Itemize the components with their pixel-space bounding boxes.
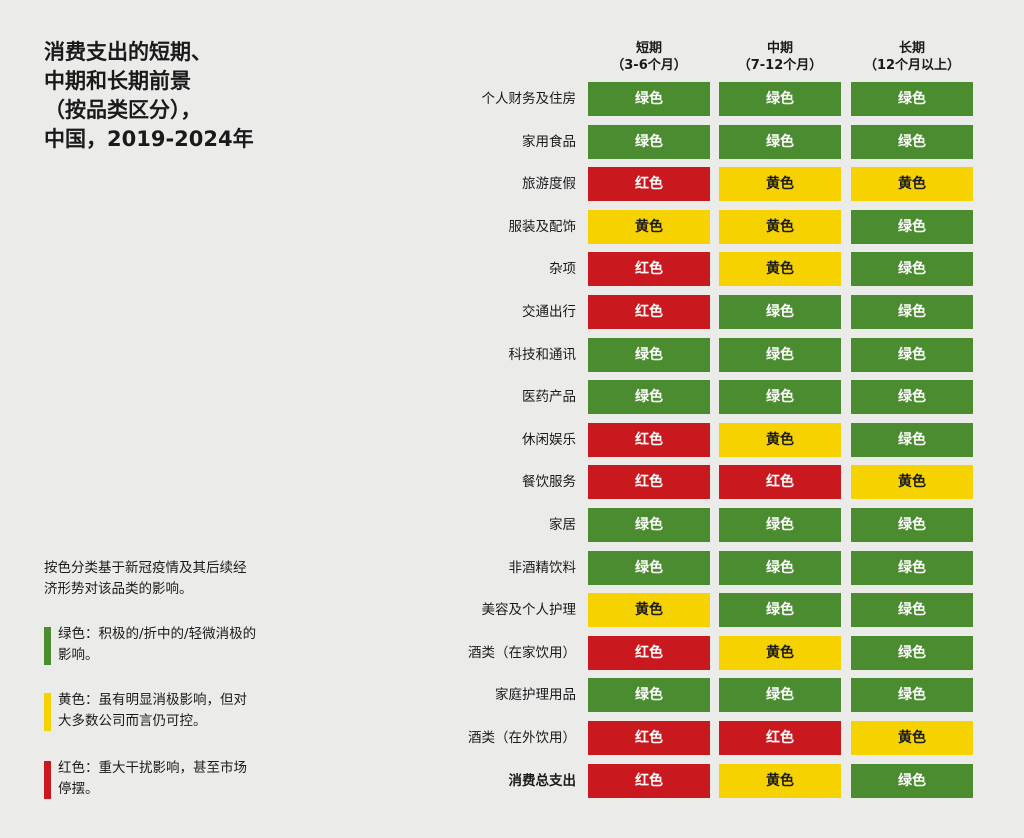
title-line: 消费支出的短期、 bbox=[44, 40, 212, 64]
rating-cell: 绿色 bbox=[588, 338, 710, 372]
rating-cell: 黄色 bbox=[719, 210, 841, 244]
rating-cell: 绿色 bbox=[719, 295, 841, 329]
rating-cell: 绿色 bbox=[719, 593, 841, 627]
rating-cell: 红色 bbox=[588, 636, 710, 670]
rating-cell: 绿色 bbox=[851, 252, 973, 286]
rating-cell: 黄色 bbox=[719, 636, 841, 670]
rating-cell: 绿色 bbox=[851, 764, 973, 798]
column-header-range: （12个月以上） bbox=[863, 58, 961, 73]
rating-cell: 绿色 bbox=[851, 423, 973, 457]
rating-cell: 绿色 bbox=[719, 678, 841, 712]
legend-swatch-yellow bbox=[44, 693, 51, 731]
row-label: 休闲娱乐 bbox=[522, 432, 576, 448]
row-label: 消费总支出 bbox=[508, 773, 577, 789]
rating-cell: 黄色 bbox=[588, 593, 710, 627]
rating-cell: 绿色 bbox=[719, 551, 841, 585]
column-header-name: 中期 bbox=[766, 41, 793, 56]
rating-cell: 绿色 bbox=[851, 338, 973, 372]
row-label: 餐饮服务 bbox=[522, 474, 576, 490]
title-line: 中期和长期前景 bbox=[44, 69, 191, 93]
row-label: 家庭护理用品 bbox=[495, 687, 576, 703]
row-label: 美容及个人护理 bbox=[481, 602, 577, 618]
row-label: 旅游度假 bbox=[522, 176, 576, 192]
rating-cell: 红色 bbox=[588, 295, 710, 329]
rating-cell: 绿色 bbox=[588, 82, 710, 116]
rating-cell: 黄色 bbox=[851, 167, 973, 201]
column-header-range: （3-6个月） bbox=[611, 58, 687, 73]
rating-cell: 红色 bbox=[588, 423, 710, 457]
legend-text-green: 绿色：积极的/折中的/轻微消极的影响。 bbox=[58, 626, 257, 663]
legend-item-green: 绿色：积极的/折中的/轻微消极的影响。 bbox=[44, 624, 259, 666]
rating-cell: 绿色 bbox=[851, 551, 973, 585]
column-header-name: 短期 bbox=[635, 41, 662, 56]
row-label: 交通出行 bbox=[522, 304, 576, 320]
rating-cell: 绿色 bbox=[719, 380, 841, 414]
rating-cell: 绿色 bbox=[588, 125, 710, 159]
rating-cell: 黄色 bbox=[719, 167, 841, 201]
title-line: 中国，2019-2024年 bbox=[44, 127, 254, 151]
rating-cell: 黄色 bbox=[719, 423, 841, 457]
row-label: 科技和通讯 bbox=[508, 347, 577, 363]
column-header-range: （7-12个月） bbox=[737, 58, 823, 73]
rating-cell: 绿色 bbox=[851, 82, 973, 116]
legend-swatch-red bbox=[44, 761, 51, 799]
row-label: 酒类（在家饮用） bbox=[468, 645, 576, 661]
rating-cell: 红色 bbox=[719, 465, 841, 499]
column-header: 短期 （3-6个月） bbox=[588, 40, 710, 74]
rating-cell: 黄色 bbox=[588, 210, 710, 244]
rating-cell: 绿色 bbox=[851, 636, 973, 670]
rating-cell: 绿色 bbox=[719, 338, 841, 372]
legend-text-red: 红色：重大干扰影响，甚至市场停摆。 bbox=[58, 760, 247, 797]
row-label: 非酒精饮料 bbox=[508, 560, 577, 576]
row-label: 家居 bbox=[549, 517, 576, 533]
legend-text-yellow: 黄色：虽有明显消极影响，但对大多数公司而言仍可控。 bbox=[58, 692, 247, 729]
column-header: 长期 （12个月以上） bbox=[851, 40, 973, 74]
legend-item-yellow: 黄色：虽有明显消极影响，但对大多数公司而言仍可控。 bbox=[44, 690, 259, 732]
row-label: 服装及配饰 bbox=[508, 219, 577, 235]
rating-cell: 绿色 bbox=[588, 380, 710, 414]
rating-cell: 绿色 bbox=[851, 593, 973, 627]
rating-cell: 绿色 bbox=[588, 508, 710, 542]
rating-cell: 绿色 bbox=[851, 508, 973, 542]
rating-cell: 绿色 bbox=[719, 508, 841, 542]
column-header: 中期 （7-12个月） bbox=[719, 40, 841, 74]
rating-cell: 黄色 bbox=[719, 252, 841, 286]
row-label: 个人财务及住房 bbox=[481, 91, 577, 107]
rating-cell: 绿色 bbox=[851, 295, 973, 329]
chart-title: 消费支出的短期、 中期和长期前景 （按品类区分）， 中国，2019-2024年 bbox=[44, 38, 274, 154]
rating-cell: 黄色 bbox=[719, 764, 841, 798]
rating-cell: 绿色 bbox=[588, 551, 710, 585]
rating-cell: 绿色 bbox=[588, 678, 710, 712]
row-label: 杂项 bbox=[549, 261, 576, 277]
row-label: 医药产品 bbox=[522, 389, 576, 405]
rating-cell: 绿色 bbox=[851, 125, 973, 159]
rating-cell: 黄色 bbox=[851, 465, 973, 499]
column-header-name: 长期 bbox=[898, 41, 925, 56]
row-label: 酒类（在外饮用） bbox=[468, 730, 576, 746]
rating-cell: 绿色 bbox=[719, 82, 841, 116]
legend-swatch-green bbox=[44, 627, 51, 665]
rating-cell: 黄色 bbox=[851, 721, 973, 755]
rating-cell: 红色 bbox=[588, 764, 710, 798]
rating-cell: 绿色 bbox=[719, 125, 841, 159]
rating-cell: 红色 bbox=[588, 721, 710, 755]
rating-cell: 红色 bbox=[588, 167, 710, 201]
rating-cell: 红色 bbox=[588, 252, 710, 286]
rating-cell: 红色 bbox=[719, 721, 841, 755]
row-label: 家用食品 bbox=[522, 134, 576, 150]
title-line: （按品类区分）， bbox=[44, 98, 202, 122]
rating-cell: 绿色 bbox=[851, 678, 973, 712]
classification-note: 按色分类基于新冠疫情及其后续经济形势对该品类的影响。 bbox=[44, 560, 247, 597]
legend-item-red: 红色：重大干扰影响，甚至市场停摆。 bbox=[44, 758, 259, 800]
rating-cell: 红色 bbox=[588, 465, 710, 499]
rating-cell: 绿色 bbox=[851, 210, 973, 244]
rating-cell: 绿色 bbox=[851, 380, 973, 414]
